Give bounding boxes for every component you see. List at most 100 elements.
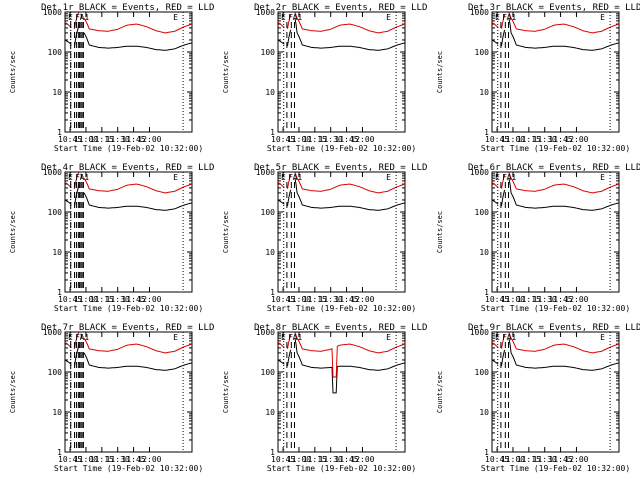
x-tick-label: 11:00 bbox=[74, 135, 98, 144]
y-tick-label: 10 bbox=[52, 408, 62, 417]
lld-line bbox=[65, 172, 192, 194]
detector-panel: Det 3r BLACK = Events, RED = LLD 1 10 100 10… bbox=[436, 3, 640, 153]
y-axis-label: Counts/sec bbox=[9, 51, 17, 93]
x-tick-label: 11:45 bbox=[335, 295, 359, 304]
x-tick-label: 11:45 bbox=[122, 295, 146, 304]
plot-area bbox=[278, 172, 405, 292]
lld-line bbox=[492, 172, 619, 194]
lld-line bbox=[278, 172, 405, 194]
x-tick-label: 11:45 bbox=[549, 455, 573, 464]
y-tick-label: 10 bbox=[479, 408, 489, 417]
y-tick-label: 1000 bbox=[256, 8, 275, 17]
plot-frame bbox=[491, 11, 620, 133]
flag-label: E bbox=[495, 13, 500, 22]
detector-panel: Det 8r BLACK = Events, RED = LLD 1 10 100 10… bbox=[222, 323, 427, 473]
x-tick-label: 12:00 bbox=[564, 455, 588, 464]
y-tick-label: 1 bbox=[484, 288, 489, 297]
flag-label: A1 bbox=[80, 333, 90, 342]
plot-frame bbox=[64, 331, 193, 453]
flag-label: E bbox=[495, 173, 500, 182]
y-tick-label: 100 bbox=[261, 368, 276, 377]
detector-panel: Det 9r BLACK = Events, RED = LLD 1 10 100 10… bbox=[436, 323, 640, 473]
y-axis-label: Counts/sec bbox=[222, 371, 230, 413]
flag-label: F bbox=[288, 333, 293, 342]
detector-panel: Det 7r BLACK = Events, RED = LLD 1 10 100 10… bbox=[9, 323, 214, 473]
plot-area bbox=[65, 332, 192, 452]
y-axis-label: Counts/sec bbox=[9, 371, 17, 413]
y-tick-label: 10 bbox=[479, 248, 489, 257]
y-tick-label: 100 bbox=[261, 48, 276, 57]
y-axis-label: Counts/sec bbox=[436, 51, 444, 93]
flag-label: E bbox=[600, 173, 605, 182]
x-tick-label: 11:45 bbox=[335, 455, 359, 464]
events-line bbox=[278, 338, 405, 394]
panel-title: Det 8r BLACK = Events, RED = LLD bbox=[254, 323, 427, 333]
detector-panel: Det 6r BLACK = Events, RED = LLD 1 10 100 10… bbox=[436, 163, 640, 313]
x-tick-label: 11:15 bbox=[90, 295, 114, 304]
y-axis-label: Counts/sec bbox=[222, 51, 230, 93]
y-tick-label: 10 bbox=[52, 248, 62, 257]
x-tick-label: 12:00 bbox=[564, 295, 588, 304]
events-line bbox=[492, 178, 619, 211]
flag-label: E bbox=[495, 333, 500, 342]
flag-label: F bbox=[288, 173, 293, 182]
x-axis-label: Start Time (19-Feb-02 10:32:00) bbox=[267, 464, 416, 473]
x-tick-label: 11:45 bbox=[549, 135, 573, 144]
y-tick-label: 100 bbox=[475, 48, 490, 57]
flag-label: E bbox=[281, 173, 286, 182]
x-tick-label: 11:00 bbox=[287, 135, 311, 144]
x-axis-label: Start Time (19-Feb-02 10:32:00) bbox=[481, 464, 630, 473]
x-tick-label: 12:00 bbox=[350, 455, 374, 464]
x-tick-label: 10:45 bbox=[485, 295, 509, 304]
plot-frame bbox=[277, 331, 406, 453]
x-tick-label: 11:00 bbox=[501, 455, 525, 464]
y-tick-label: 10 bbox=[479, 88, 489, 97]
y-tick-label: 10 bbox=[265, 88, 275, 97]
y-tick-label: 100 bbox=[48, 208, 63, 217]
x-tick-label: 11:15 bbox=[303, 295, 327, 304]
flag-label: A1 bbox=[293, 173, 303, 182]
y-axis-label: Counts/sec bbox=[436, 371, 444, 413]
detector-panel: Det 1r BLACK = Events, RED = LLD 1 10 100 10… bbox=[9, 3, 214, 153]
flag-label: E bbox=[173, 173, 178, 182]
x-tick-label: 12:00 bbox=[137, 135, 161, 144]
x-tick-label: 11:00 bbox=[74, 295, 98, 304]
lld-line bbox=[492, 12, 619, 34]
y-tick-label: 1 bbox=[484, 448, 489, 457]
y-tick-label: 1 bbox=[57, 288, 62, 297]
x-tick-label: 11:15 bbox=[303, 455, 327, 464]
x-tick-label: 11:00 bbox=[74, 455, 98, 464]
plot-area bbox=[65, 172, 192, 292]
flag-label: E bbox=[173, 13, 178, 22]
x-tick-label: 11:30 bbox=[319, 455, 343, 464]
y-tick-label: 1 bbox=[270, 448, 275, 457]
x-tick-label: 11:45 bbox=[549, 295, 573, 304]
detector-panel: Det 5r BLACK = Events, RED = LLD 1 10 100 10… bbox=[222, 163, 427, 313]
flag-label: E bbox=[386, 333, 391, 342]
flag-label: E bbox=[281, 13, 286, 22]
lld-line bbox=[65, 332, 192, 354]
flag-label: F bbox=[288, 13, 293, 22]
x-tick-label: 11:15 bbox=[90, 455, 114, 464]
flag-label: E bbox=[281, 333, 286, 342]
y-axis-label: Counts/sec bbox=[436, 211, 444, 253]
lld-line bbox=[278, 332, 405, 378]
flag-label: E bbox=[386, 173, 391, 182]
x-tick-label: 11:30 bbox=[319, 135, 343, 144]
x-tick-label: 10:45 bbox=[58, 135, 82, 144]
y-tick-label: 1000 bbox=[43, 328, 62, 337]
plot-area bbox=[492, 172, 619, 292]
y-tick-label: 10 bbox=[52, 88, 62, 97]
x-axis-label: Start Time (19-Feb-02 10:32:00) bbox=[54, 464, 203, 473]
x-tick-label: 10:45 bbox=[58, 455, 82, 464]
x-tick-label: 11:30 bbox=[319, 295, 343, 304]
x-axis-label: Start Time (19-Feb-02 10:32:00) bbox=[267, 304, 416, 313]
x-tick-label: 10:45 bbox=[485, 135, 509, 144]
flag-label: E bbox=[173, 333, 178, 342]
panel-title: Det 9r BLACK = Events, RED = LLD bbox=[468, 323, 640, 333]
y-tick-label: 1 bbox=[57, 448, 62, 457]
x-tick-label: 11:30 bbox=[533, 455, 557, 464]
plot-frame bbox=[64, 171, 193, 293]
plot-area bbox=[65, 12, 192, 132]
